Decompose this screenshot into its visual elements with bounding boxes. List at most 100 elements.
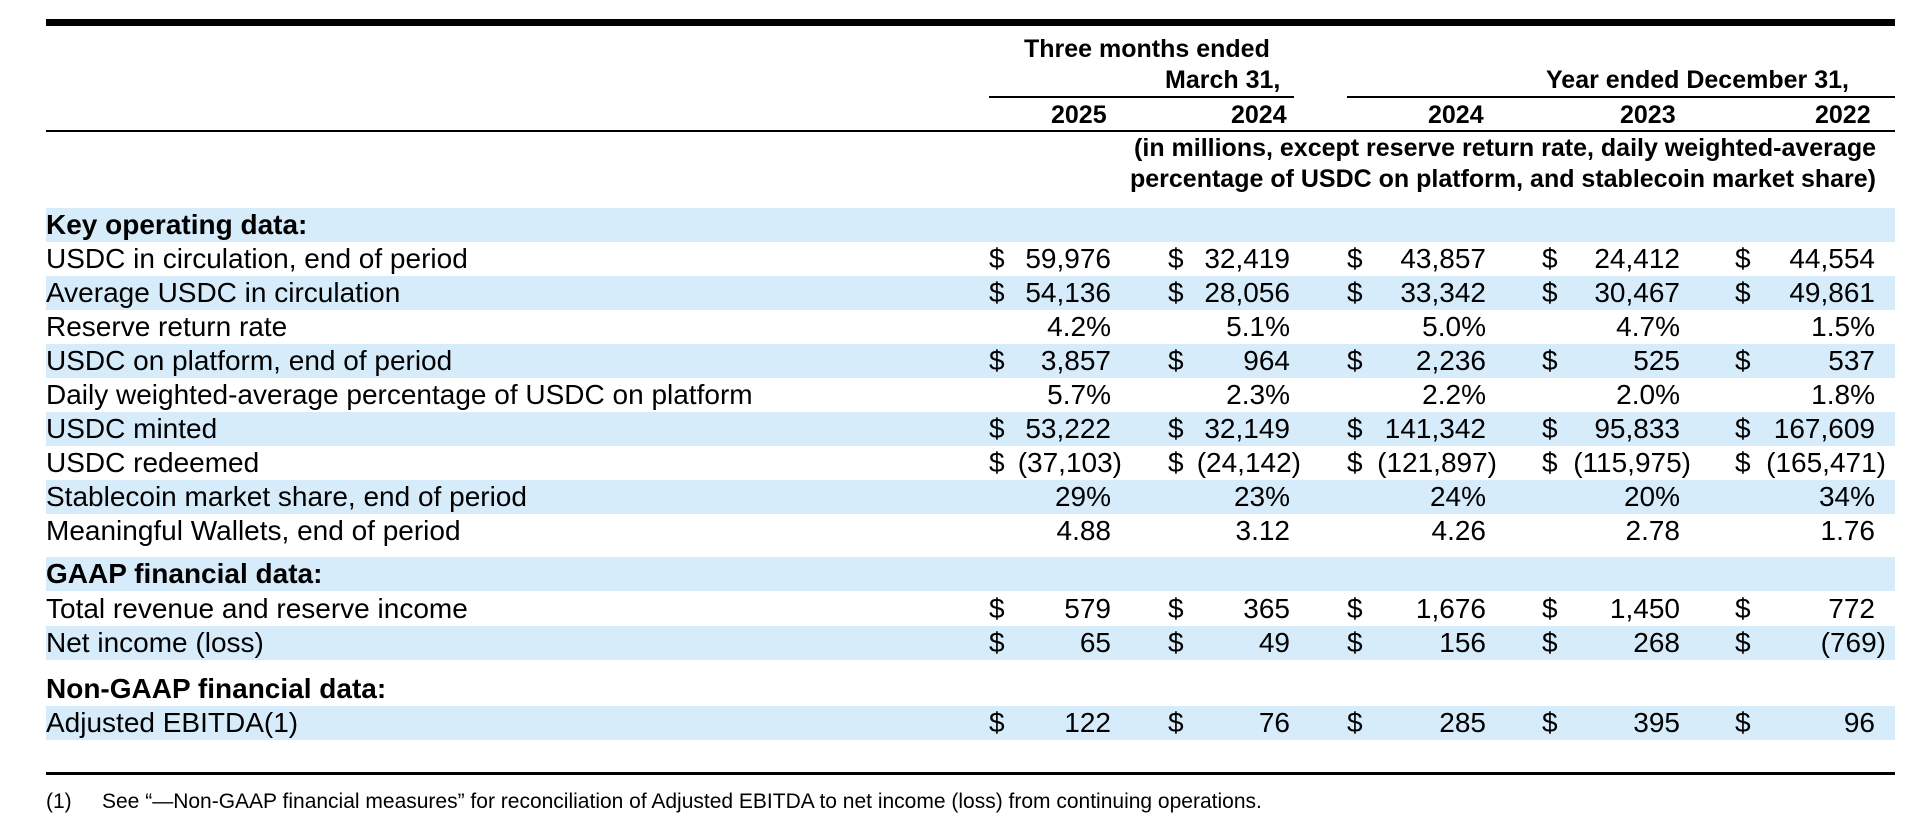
cell-value: 5.1% [1226, 311, 1290, 342]
cell-value: 772 [1828, 593, 1875, 624]
table-row: Net income (loss) $65 $49 $156 $268 $ (769) [0, 626, 1920, 660]
row-band [46, 626, 1895, 660]
currency-symbol: $ [1735, 413, 1751, 444]
currency-symbol: $ [989, 707, 1005, 738]
row-label: USDC redeemed [46, 447, 260, 478]
cell-value: 1,676 [1415, 593, 1486, 624]
cell-value: 54,136 [1025, 277, 1111, 308]
currency-symbol: $ [1542, 707, 1558, 738]
table-row: Daily weighted-average percentage of USD… [0, 378, 1920, 412]
cell-value: (121,897) [1377, 447, 1497, 478]
footnote-text: See “—Non-GAAP financial measures” for r… [102, 790, 1262, 813]
cell-value: 964 [1243, 345, 1290, 376]
cell-value: 44,554 [1789, 243, 1875, 274]
row-label: USDC minted [46, 413, 218, 444]
currency-symbol: $ [1347, 277, 1363, 308]
cell-value: 1.8% [1811, 379, 1875, 410]
cell-value: 4.26 [1431, 515, 1487, 546]
cell-value: 96 [1843, 707, 1875, 738]
cell-value: 32,419 [1204, 243, 1290, 274]
currency-symbol: $ [1542, 345, 1558, 376]
currency-symbol: $ [1347, 627, 1363, 658]
section-title-row: GAAP financial data: [0, 557, 1920, 591]
footnote: (1) See “—Non-GAAP financial measures” fo… [46, 789, 1262, 815]
row-band [46, 276, 1895, 310]
cell-value: 2.78 [1625, 515, 1681, 546]
row-band [46, 208, 1895, 242]
cell-value: 49 [1258, 627, 1290, 658]
cell-value: 59,976 [1025, 243, 1111, 274]
cell-value: 29% [1054, 481, 1111, 512]
cell-value: 76 [1258, 707, 1290, 738]
cell-value: 1.5% [1811, 311, 1875, 342]
section-title: Non-GAAP financial data: [46, 673, 387, 704]
currency-symbol: $ [1347, 447, 1363, 478]
cell-value: 268 [1633, 627, 1680, 658]
currency-symbol: $ [1735, 243, 1751, 274]
cell-value: 167,609 [1773, 413, 1875, 444]
currency-symbol: $ [1168, 243, 1184, 274]
cell-value: 285 [1439, 707, 1486, 738]
table-row: USDC redeemed $ (37,103) $ (24,142) $ (121,897… [0, 446, 1920, 480]
row-band [46, 557, 1895, 591]
currency-symbol: $ [1735, 593, 1751, 624]
row-band [46, 344, 1895, 378]
cell-value: (24,142) [1196, 447, 1301, 478]
currency-symbol: $ [989, 593, 1005, 624]
currency-symbol: $ [1542, 243, 1558, 274]
column-header-2023: 2023 [1620, 101, 1676, 129]
cell-value: 28,056 [1204, 277, 1290, 308]
cell-value: 2.3% [1226, 379, 1290, 410]
currency-symbol: $ [1168, 627, 1184, 658]
cell-value: 23% [1233, 481, 1290, 512]
currency-symbol: $ [989, 243, 1005, 274]
row-band [46, 706, 1895, 740]
row-label: Average USDC in circulation [46, 277, 401, 308]
currency-symbol: $ [1347, 593, 1363, 624]
column-header-2024-q: 2024 [1231, 101, 1287, 129]
cell-value: 20% [1623, 481, 1680, 512]
currency-symbol: $ [1168, 447, 1184, 478]
cell-value: 3,857 [1040, 345, 1111, 376]
currency-symbol: $ [1168, 345, 1184, 376]
currency-symbol: $ [1347, 345, 1363, 376]
cell-value: 30,467 [1594, 277, 1680, 308]
currency-symbol: $ [1735, 627, 1751, 658]
cell-value: 95,833 [1594, 413, 1680, 444]
row-label: Reserve return rate [46, 311, 288, 342]
table-row: Stablecoin market share, end of period 29… [0, 480, 1920, 514]
row-label: Stablecoin market share, end of period [46, 481, 527, 512]
cell-value: 1,450 [1609, 593, 1680, 624]
currency-symbol: $ [1542, 413, 1558, 444]
cell-value: 33,342 [1400, 277, 1486, 308]
cell-value: 579 [1064, 593, 1111, 624]
cell-value: 5.7% [1047, 379, 1111, 410]
cell-value: 395 [1633, 707, 1680, 738]
currency-symbol: $ [1542, 447, 1558, 478]
table-row: Adjusted EBITDA(1) $122 $76 $285 $395 $96 [0, 706, 1920, 740]
table-row: Meaningful Wallets, end of period 4.88 3.1… [0, 514, 1920, 548]
table-row: Total revenue and reserve income $579 $365… [0, 592, 1920, 626]
row-band [46, 412, 1895, 446]
currency-symbol: $ [989, 277, 1005, 308]
cell-value: 32,149 [1204, 413, 1290, 444]
cell-value: (37,103) [1017, 447, 1122, 478]
table-row: USDC on platform, end of period $3,857 $96… [0, 344, 1920, 378]
table-top-rule [46, 19, 1895, 26]
quarter-group-underline [989, 96, 1294, 98]
currency-symbol: $ [1168, 413, 1184, 444]
currency-symbol: $ [1735, 707, 1751, 738]
currency-symbol: $ [989, 447, 1005, 478]
cell-value: (769) [1820, 627, 1886, 658]
currency-symbol: $ [1542, 277, 1558, 308]
cell-value: 141,342 [1384, 413, 1486, 444]
footnote-marker: (1) [46, 790, 72, 813]
currency-symbol: $ [1347, 707, 1363, 738]
currency-symbol: $ [989, 345, 1005, 376]
header-bottom-rule [46, 130, 1895, 132]
cell-value: 1.76 [1820, 515, 1876, 546]
cell-value: 4.7% [1616, 311, 1680, 342]
cell-value: 24,412 [1594, 243, 1680, 274]
currency-symbol: $ [1168, 707, 1184, 738]
row-label: USDC on platform, end of period [46, 345, 453, 376]
